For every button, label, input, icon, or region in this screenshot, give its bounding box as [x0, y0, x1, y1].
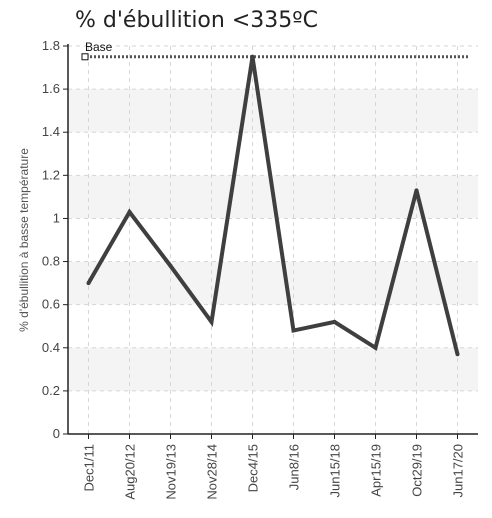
y-tick-label: 1.2 — [42, 167, 60, 182]
x-tick-label: Oct29/19 — [410, 444, 425, 497]
legend: Base — [81, 40, 113, 61]
y-tick-label: 0.8 — [42, 254, 60, 269]
x-tick-label: Jun15/18 — [328, 444, 343, 498]
plot-band — [68, 347, 478, 391]
x-tick-label: Nov19/13 — [164, 444, 179, 500]
series-line — [86, 56, 460, 355]
x-ticks: Dec1/11 Aug20/12 Nov19/13 Nov28/14 Dec4/15 Ju… — [82, 434, 466, 500]
y-axis-label: % d'ébullition à basse température — [17, 148, 31, 332]
plot-band — [68, 89, 478, 133]
x-tick-label: Dec1/11 — [82, 444, 97, 491]
y-tick-label: 1.4 — [42, 124, 60, 139]
y-tick-label: 0.6 — [42, 297, 60, 312]
data-point — [373, 345, 378, 350]
data-point — [455, 352, 460, 357]
data-point — [168, 263, 173, 268]
data-point — [250, 54, 255, 59]
series-points — [86, 54, 460, 357]
data-point — [127, 209, 132, 214]
y-ticks: 0 0.2 0.4 0.6 0.8 1 1.2 1.4 1.6 1.8 — [42, 38, 68, 441]
chart-title: % d'ébullition <335ºC — [75, 8, 318, 33]
x-tick-label: Dec4/15 — [246, 444, 261, 492]
plot-band — [68, 261, 478, 305]
y-tick-label: 1.6 — [42, 81, 60, 96]
legend-marker — [81, 53, 89, 61]
legend-label: Base — [85, 40, 113, 54]
y-tick-label: 0.4 — [42, 340, 60, 355]
data-point — [86, 281, 91, 286]
plot-bands — [68, 89, 478, 391]
gridlines — [68, 45, 478, 434]
data-point — [291, 328, 296, 333]
data-point — [332, 319, 337, 324]
y-tick-label: 0 — [53, 426, 60, 441]
data-point — [209, 319, 214, 324]
x-tick-label: Nov28/14 — [205, 444, 220, 500]
data-point — [414, 188, 419, 193]
x-tick-label: Apr15/19 — [369, 444, 384, 497]
x-tick-label: Jun8/16 — [287, 444, 302, 490]
x-tick-label: Jun17/20 — [451, 444, 466, 498]
x-tick-label: Aug20/12 — [123, 444, 138, 500]
y-tick-label: 1.8 — [42, 38, 60, 53]
y-tick-label: 1 — [53, 210, 60, 225]
y-tick-label: 0.2 — [42, 383, 60, 398]
